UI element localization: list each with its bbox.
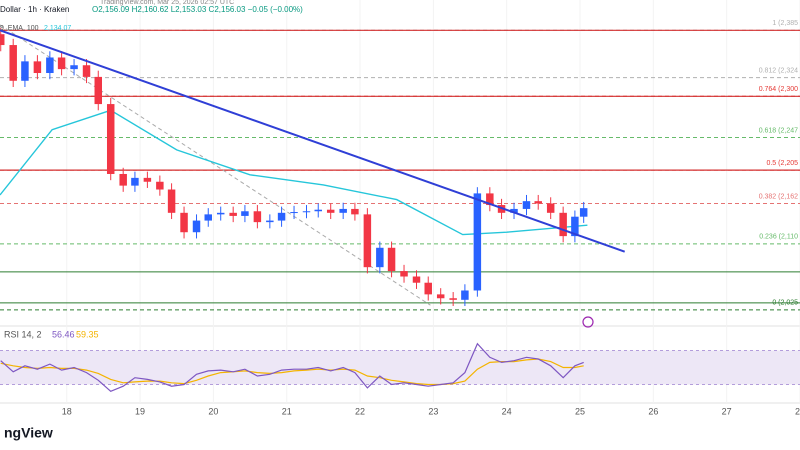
candle-body (94, 76, 102, 105)
candle-body (57, 57, 66, 70)
candle-body (571, 216, 579, 237)
candle-body (339, 208, 347, 213)
ma-label: 9, EMA, 100 (0, 25, 39, 32)
candle-body (180, 212, 188, 233)
candle-body (363, 214, 372, 268)
candle-body (119, 173, 127, 186)
candle-body (510, 208, 518, 213)
candle-body (387, 247, 396, 272)
x-tick-label: 21 (282, 406, 292, 416)
candle-body (216, 212, 225, 215)
candle-body (21, 61, 29, 81)
rsi-line (0, 342, 584, 392)
candle-body (9, 45, 17, 81)
candle-body (351, 208, 359, 215)
candle-body (326, 209, 335, 213)
fib-label: 0.618 (2,247 (759, 127, 798, 134)
candle-body (229, 212, 237, 216)
candle-body (204, 214, 212, 221)
candle-body (522, 201, 531, 209)
candle-body (241, 211, 249, 216)
candle-body (167, 189, 176, 213)
x-tick-label: 22 (355, 406, 365, 416)
x-tick-label: 27 (722, 406, 732, 416)
ma-value: 2,134.07 (44, 25, 71, 32)
fib-label: 0.5 (2,205 (766, 160, 798, 167)
candle-body (266, 220, 274, 223)
fib-label: 0.764 (2,300 (759, 86, 798, 93)
candle-body (0, 34, 5, 46)
rsi-ma-line (0, 358, 584, 386)
event-icon[interactable] (582, 316, 594, 328)
candle-body (534, 201, 542, 204)
rsi-value: 56.46 (52, 329, 75, 339)
moving-average (0, 109, 588, 236)
x-tick-label: 28 (795, 406, 800, 416)
candle-body (400, 271, 408, 277)
rsi-ma-value: 59.35 (76, 329, 99, 339)
candle-body (143, 177, 152, 182)
candle-body (46, 57, 54, 74)
x-tick-label: 18 (62, 406, 72, 416)
candle-body (449, 298, 457, 300)
x-tick-label: 25 (575, 406, 585, 416)
symbol: Dollar · 1h · Kraken (0, 5, 69, 14)
logo: ngView (4, 425, 53, 441)
fib-label: 0.236 (2,110 (759, 234, 798, 241)
candle-body (192, 220, 201, 233)
candle-body (302, 211, 311, 213)
candle-body (412, 276, 421, 283)
candle-body (559, 212, 567, 237)
x-tick-label: 23 (428, 406, 438, 416)
rsi-band (0, 350, 800, 385)
fib-label: 0.812 (2,324 (759, 68, 798, 75)
candle-body (461, 290, 469, 300)
candle-body (290, 212, 298, 214)
candle-body (82, 65, 91, 77)
ohlc: O2,156.09 H2,160.62 L2,153.03 C2,156.03 … (92, 5, 303, 14)
candle-body (156, 181, 164, 190)
x-tick-label: 24 (502, 406, 512, 416)
x-tick-label: 19 (135, 406, 145, 416)
candle-body (546, 203, 555, 213)
candle-body (253, 211, 262, 223)
candle-body (106, 104, 115, 174)
candle-body (314, 209, 322, 212)
candle-body (579, 208, 588, 217)
x-tick-label: 20 (208, 406, 218, 416)
diagonal-line (0, 24, 431, 306)
x-tick-label: 26 (648, 406, 658, 416)
candle-body (277, 212, 286, 221)
candle-body (486, 193, 494, 206)
candle-body (436, 294, 445, 299)
fib-label: 0.382 (2,162 (759, 193, 798, 200)
candle-body (131, 177, 139, 186)
candle-body (70, 65, 78, 70)
trendline (0, 29, 626, 253)
candle-body (473, 193, 482, 291)
candle-body (376, 247, 384, 268)
candle-body (33, 61, 42, 74)
fib-label: 1 (2,385 (772, 20, 798, 27)
rsi-label: RSI 14, 2 (4, 329, 42, 339)
published: TradingView.com, Mar 25, 2026 02:57 UTC (100, 0, 234, 6)
candle-body (424, 282, 432, 295)
